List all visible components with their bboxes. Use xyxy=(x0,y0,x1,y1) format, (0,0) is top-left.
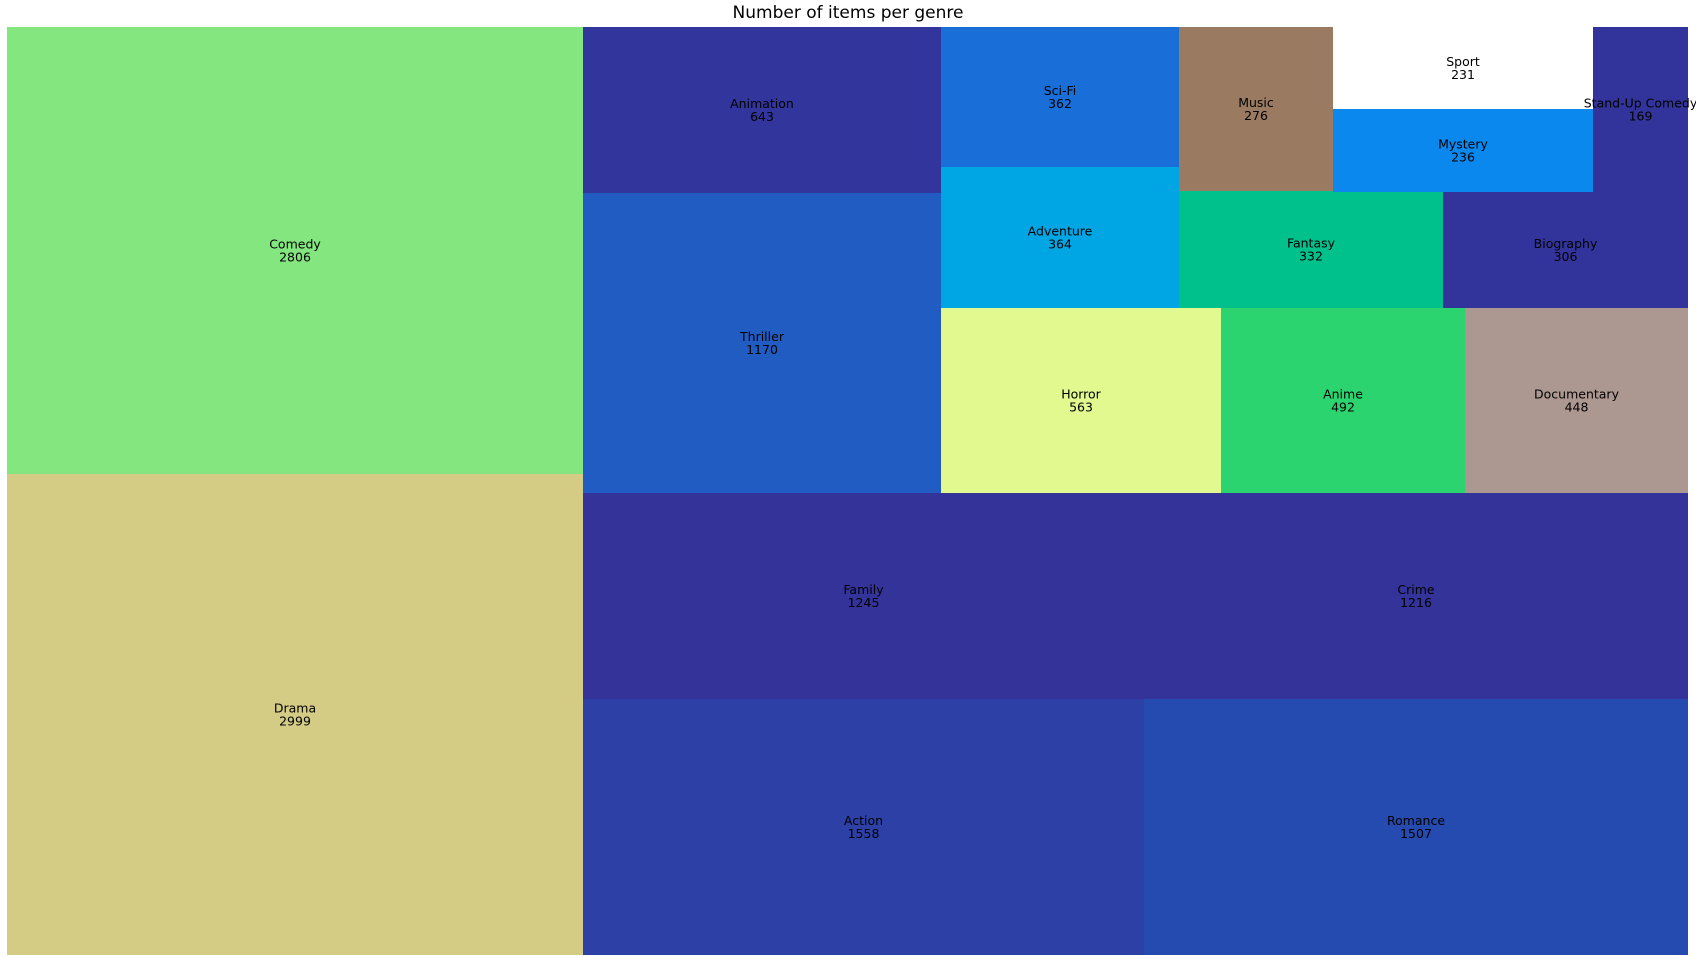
tile-label-horror: Horror xyxy=(1061,387,1101,402)
tile-value-mystery: 236 xyxy=(1451,150,1475,165)
tile-music xyxy=(1179,27,1333,191)
tile-thriller xyxy=(583,193,941,493)
tile-adventure xyxy=(941,167,1179,308)
tile-value-thriller: 1170 xyxy=(746,342,778,357)
tile-label-sport: Sport xyxy=(1446,54,1480,69)
tile-value-action: 1558 xyxy=(848,826,880,841)
tile-fantasy xyxy=(1179,191,1443,308)
tile-label-thriller: Thriller xyxy=(739,329,785,344)
tile-horror xyxy=(941,308,1221,493)
tile-label-action: Action xyxy=(844,813,883,828)
tile-comedy xyxy=(7,27,583,474)
tile-value-fantasy: 332 xyxy=(1299,249,1323,264)
tile-label-adventure: Adventure xyxy=(1028,224,1093,239)
chart-title: Number of items per genre xyxy=(732,3,964,23)
tile-value-comedy: 2806 xyxy=(279,250,311,265)
tile-mystery xyxy=(1333,109,1593,192)
tile-label-fantasy: Fantasy xyxy=(1287,236,1336,251)
tile-label-music: Music xyxy=(1238,95,1274,110)
tile-crime xyxy=(1144,493,1688,699)
tile-value-romance: 1507 xyxy=(1400,826,1432,841)
tile-value-music: 276 xyxy=(1244,108,1268,123)
tile-romance xyxy=(1144,699,1688,955)
tile-value-biography: 306 xyxy=(1554,249,1578,264)
tile-drama xyxy=(7,474,583,955)
tile-documentary xyxy=(1465,308,1688,493)
tile-label-biography: Biography xyxy=(1534,236,1598,251)
tile-sport xyxy=(1333,27,1593,109)
tile-label-crime: Crime xyxy=(1397,582,1435,597)
tile-value-sci-fi: 362 xyxy=(1048,96,1072,111)
tile-label-comedy: Comedy xyxy=(269,237,321,252)
tile-biography xyxy=(1443,192,1688,308)
tile-value-horror: 563 xyxy=(1069,400,1093,415)
tile-label-anime: Anime xyxy=(1323,387,1363,402)
tile-value-adventure: 364 xyxy=(1048,237,1072,252)
tile-stand-up-comedy xyxy=(1593,27,1688,192)
tile-value-sport: 231 xyxy=(1451,67,1475,82)
tile-label-stand-up-comedy: Stand-Up Comedy xyxy=(1584,96,1696,111)
tile-sci-fi xyxy=(941,27,1179,167)
tile-value-stand-up-comedy: 169 xyxy=(1629,109,1653,124)
tile-family xyxy=(583,493,1144,699)
tile-label-animation: Animation xyxy=(730,96,794,111)
tile-label-romance: Romance xyxy=(1387,813,1445,828)
tile-label-family: Family xyxy=(843,582,884,597)
tile-anime xyxy=(1221,308,1465,493)
tile-action xyxy=(583,699,1144,955)
tile-label-drama: Drama xyxy=(274,701,316,716)
tile-label-mystery: Mystery xyxy=(1438,137,1488,152)
tile-value-drama: 2999 xyxy=(279,714,311,729)
tile-animation xyxy=(583,27,941,193)
tile-value-animation: 643 xyxy=(750,109,774,124)
tile-value-anime: 492 xyxy=(1331,400,1355,415)
tile-value-family: 1245 xyxy=(848,595,880,610)
tile-value-crime: 1216 xyxy=(1400,595,1432,610)
tile-label-sci-fi: Sci-Fi xyxy=(1044,83,1077,98)
tile-label-documentary: Documentary xyxy=(1534,387,1620,402)
tile-value-documentary: 448 xyxy=(1565,400,1589,415)
